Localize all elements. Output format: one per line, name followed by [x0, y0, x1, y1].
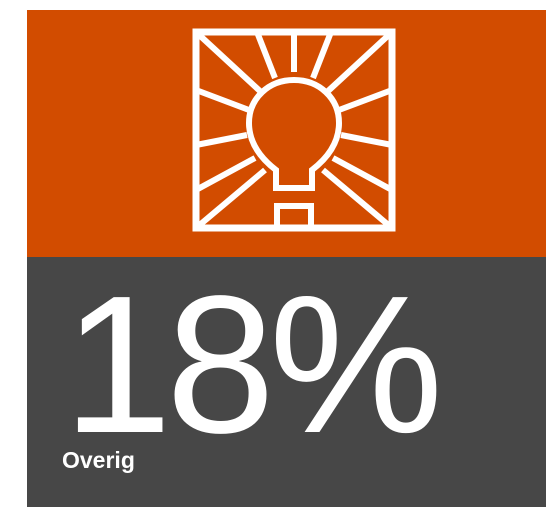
bulb-base: [274, 203, 314, 231]
stat-value: 18%: [63, 255, 443, 474]
icon-panel: [27, 10, 546, 257]
rays: [193, 29, 395, 231]
bulb: [245, 76, 343, 191]
stat-label: Overig: [62, 447, 135, 473]
stat-panel: 18% Overig: [27, 257, 546, 507]
lightbulb-icon: [192, 28, 396, 232]
